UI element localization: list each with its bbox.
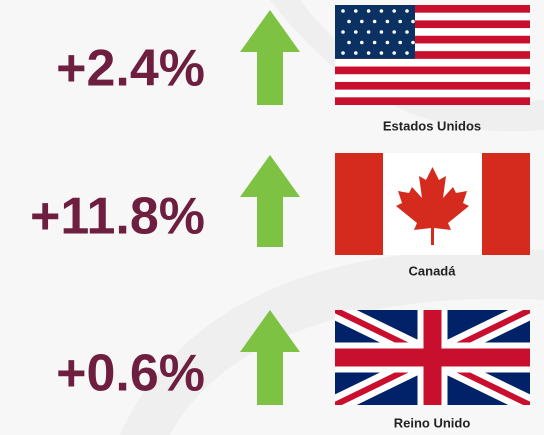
- flag-star: [354, 30, 358, 34]
- flag-star: [372, 19, 377, 24]
- flag-stripe: [335, 89, 530, 98]
- flag-star: [360, 40, 364, 45]
- flag-star: [411, 19, 415, 24]
- percent-change: +0.6%: [56, 345, 205, 403]
- flag-star: [347, 40, 351, 45]
- country-name: Reino Unido: [394, 415, 471, 430]
- flag-star: [354, 51, 358, 55]
- flag-star: [341, 51, 345, 55]
- flag-canton: [335, 5, 415, 59]
- background-swirl: [270, 0, 544, 132]
- flag-star: [405, 51, 409, 55]
- flag-star: [392, 51, 396, 55]
- flag-star: [392, 9, 396, 13]
- row: +2.4% Estados Unidos: [56, 5, 530, 133]
- flag-band: [482, 153, 530, 255]
- country-name: Estados Unidos: [383, 118, 481, 133]
- flag-star: [347, 19, 351, 24]
- cross-red: [335, 310, 530, 405]
- up-arrow: [240, 310, 300, 405]
- flag-star: [366, 30, 371, 34]
- flag-uk: [335, 310, 530, 405]
- flag-star: [341, 9, 345, 13]
- up-arrow: [240, 155, 300, 247]
- flag-stripe: [335, 28, 530, 36]
- flag-star: [366, 51, 371, 55]
- percent-change: +11.8%: [30, 188, 205, 246]
- flag-star: [398, 40, 402, 45]
- flag-star: [379, 9, 384, 13]
- flag-star: [405, 30, 409, 34]
- flag-star: [411, 40, 415, 45]
- flag-star: [405, 9, 409, 13]
- flag-canada: [335, 153, 530, 255]
- flag-star: [372, 40, 377, 45]
- flag-star: [398, 19, 402, 24]
- background-swirl: [120, 248, 544, 435]
- flag-star: [341, 30, 345, 34]
- flag-star: [379, 51, 384, 55]
- flag-star: [385, 19, 390, 24]
- flag-star: [354, 9, 358, 13]
- row: +11.8% Canadá: [30, 153, 530, 278]
- flag-band: [335, 153, 383, 255]
- percent-change: +2.4%: [56, 40, 205, 98]
- flag-usa: [335, 5, 530, 105]
- flag-stripe: [335, 12, 530, 21]
- flag-stripe: [335, 43, 530, 52]
- flag-star: [385, 40, 390, 45]
- flag-stripe: [335, 74, 530, 82]
- flag-star: [392, 30, 396, 34]
- row: +0.6% Reino Unido: [56, 310, 530, 430]
- flag-star: [360, 19, 364, 24]
- country-name: Canadá: [409, 263, 457, 278]
- up-arrow: [240, 10, 300, 105]
- maple-leaf: [396, 167, 469, 245]
- flag-stripe: [335, 58, 530, 67]
- flag-star: [379, 30, 384, 34]
- flag-star: [366, 9, 371, 13]
